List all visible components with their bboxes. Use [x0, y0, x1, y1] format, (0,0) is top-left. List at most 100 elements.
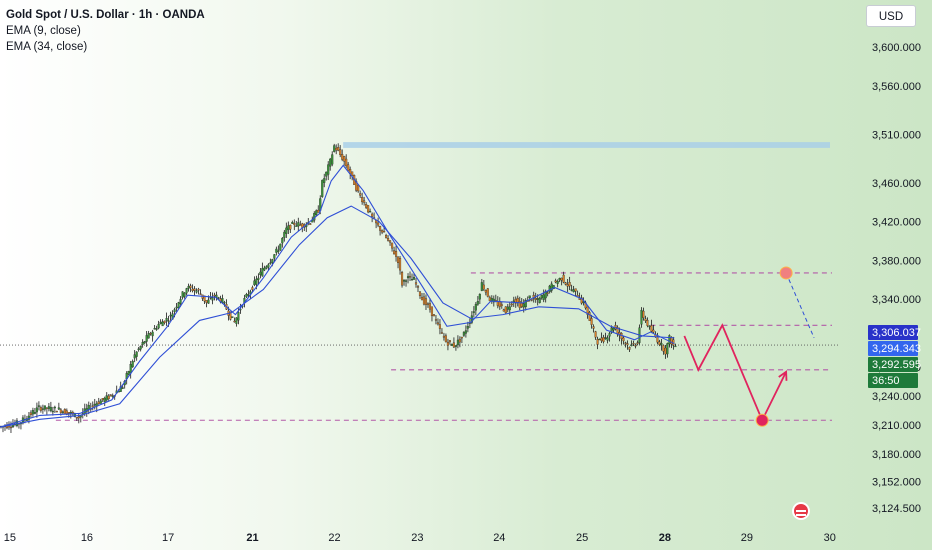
candle-body: [43, 405, 46, 410]
candle-body: [249, 291, 252, 295]
x-tick-label: 24: [493, 532, 505, 544]
candle-body: [297, 222, 300, 227]
candle-body: [644, 318, 647, 321]
candle-body: [105, 395, 108, 401]
candle-body: [512, 300, 515, 303]
candle-body: [404, 280, 408, 282]
alt-projection-path: [785, 272, 815, 339]
candle-body: [107, 395, 110, 400]
candle-body: [213, 294, 216, 297]
candle-body: [472, 311, 475, 313]
candle-body: [574, 288, 577, 292]
candle-body: [195, 290, 198, 293]
candle-body: [602, 337, 605, 342]
candle-body: [562, 274, 565, 283]
projection-arrowhead: [778, 370, 788, 381]
x-tick-label: 25: [576, 532, 588, 544]
candle-body: [361, 197, 364, 203]
candle-body: [416, 286, 420, 288]
candle-body: [87, 405, 90, 410]
candle-body: [596, 339, 599, 345]
candle-body: [430, 306, 434, 317]
candle-body: [572, 289, 575, 293]
x-tick-label: 23: [411, 532, 423, 544]
candle-body: [628, 347, 631, 350]
candle-body: [610, 327, 613, 333]
candle-body: [179, 298, 182, 304]
candle-body: [245, 294, 248, 298]
candle-body: [279, 243, 282, 251]
candle-body: [289, 224, 292, 230]
candle-body: [452, 342, 455, 348]
candle-body: [650, 325, 653, 332]
candle-body: [209, 297, 212, 299]
candle-body: [237, 312, 240, 321]
candle-body: [265, 266, 268, 269]
candle-body: [464, 330, 467, 334]
candle-body: [41, 408, 44, 410]
candle-body: [333, 145, 336, 152]
candle-body: [277, 250, 280, 252]
level-lines-layer: [0, 142, 838, 421]
ema-slow-label: EMA (34, close): [6, 41, 88, 53]
candle-body: [47, 406, 50, 409]
candle-body: [199, 293, 202, 295]
candle-body: [664, 347, 667, 355]
currency-button[interactable]: USD: [866, 5, 916, 27]
candle-body: [35, 407, 38, 413]
candle-body: [590, 318, 593, 325]
candle-body: [454, 345, 457, 347]
candle-body: [49, 406, 52, 411]
candle-body: [387, 238, 390, 241]
candle-body: [169, 314, 172, 317]
candle-body: [251, 287, 254, 290]
candle-body: [371, 213, 374, 217]
y-tick-label: 3,420.000: [872, 217, 921, 229]
candle-body: [492, 298, 495, 303]
candle-body: [367, 205, 370, 213]
candle-body: [269, 262, 272, 264]
candle-body: [329, 158, 332, 167]
candle-body: [177, 302, 180, 308]
candle-body: [127, 371, 130, 375]
candle-body: [622, 337, 625, 342]
candle-body: [61, 411, 64, 413]
candle-body: [598, 338, 601, 341]
y-tick-label: 3,152.000: [872, 476, 921, 488]
candle-body: [393, 250, 396, 255]
candle-body: [400, 272, 404, 286]
y-tick-label: 3,124.500: [872, 503, 921, 515]
y-tick-label: 3,180.000: [872, 449, 921, 461]
candle-body: [147, 333, 150, 339]
candle-body: [39, 407, 42, 411]
target-marker: [755, 413, 769, 427]
candle-body: [508, 306, 511, 311]
candle-body: [538, 298, 541, 303]
candle-body: [398, 258, 402, 271]
chart-legend: Gold Spot / U.S. Dollar · 1h · OANDA EMA…: [6, 7, 205, 55]
candle-body: [406, 276, 410, 279]
candle-body: [450, 343, 453, 346]
candle-body: [145, 335, 148, 342]
candle-body: [606, 337, 609, 341]
candle-body: [389, 240, 392, 243]
candle-body: [424, 298, 428, 305]
us-flag-icon[interactable]: [792, 502, 810, 520]
candle-body: [331, 154, 334, 165]
candle-body: [426, 303, 430, 305]
candle-body: [658, 341, 661, 345]
price-tag-label: 3,294.343: [872, 343, 921, 355]
candle-body: [448, 340, 451, 343]
candle-body: [337, 147, 340, 151]
candle-body: [636, 342, 639, 345]
candle-body: [470, 315, 473, 323]
candle-body: [588, 312, 591, 321]
candle-body: [510, 303, 513, 306]
candle-body: [101, 398, 104, 400]
candle-body: [211, 297, 214, 301]
candle-body: [327, 164, 330, 175]
candle-body: [534, 298, 537, 300]
candle-body: [143, 341, 146, 344]
candle-body: [656, 336, 659, 343]
